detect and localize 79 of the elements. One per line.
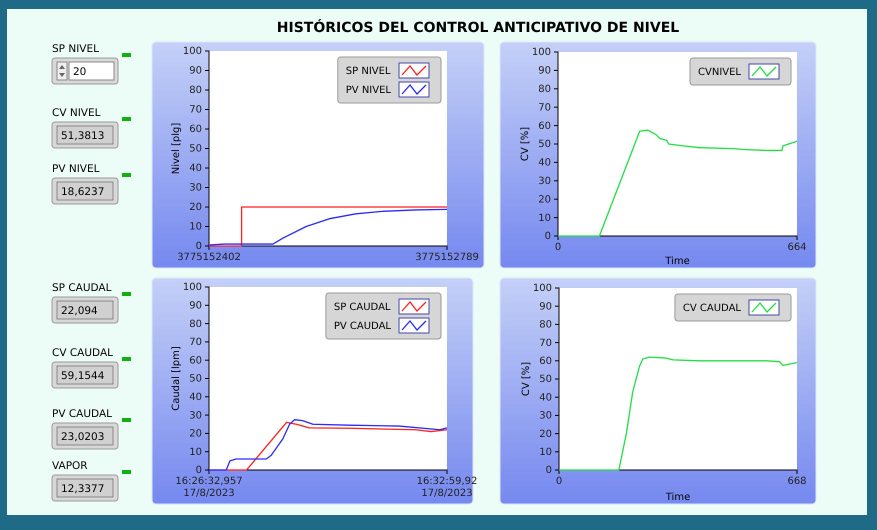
y-tick-label: 90 <box>189 300 202 312</box>
y-tick-label: 100 <box>532 283 552 294</box>
y-tick-label: 20 <box>538 194 551 206</box>
y-tick-label: 50 <box>189 374 202 385</box>
x-tick-label: 0 <box>556 476 562 487</box>
text: 20 <box>73 66 86 78</box>
y-tick-label: 70 <box>538 102 551 114</box>
y-tick-label: 90 <box>539 301 552 312</box>
legend-label: SP CAUDAL <box>334 302 391 313</box>
line-series <box>558 356 798 471</box>
y-tick-label: 90 <box>538 66 551 77</box>
y-axis-title: Caudal [lpm] <box>171 346 182 411</box>
text: 18,6237 <box>61 186 104 198</box>
y-tick-label: 30 <box>538 176 551 187</box>
x-tick-label: 3775152789 <box>415 252 479 263</box>
text: CV NIVEL <box>52 107 101 119</box>
y-tick-label: 20 <box>539 428 552 440</box>
y-tick-label: 50 <box>539 374 552 386</box>
text: 23,0203 <box>61 431 104 443</box>
y-tick-label: 40 <box>189 392 202 403</box>
line-series <box>557 130 798 237</box>
x-tick-label: 16:26:32,957 17/8/2023 <box>175 476 243 499</box>
y-tick-label: 10 <box>538 212 551 224</box>
y-tick-label: 30 <box>189 410 202 422</box>
y-tick-label: 10 <box>539 447 552 458</box>
y-tick-label: 70 <box>189 104 202 116</box>
legend-label: CV CAUDAL <box>682 303 742 314</box>
y-tick-label: 80 <box>538 84 551 95</box>
y-axis-title: CV [%] <box>521 362 532 396</box>
y-tick-label: 60 <box>189 124 202 136</box>
x-axis-title: Time <box>664 492 690 503</box>
text: PV CAUDAL <box>52 408 112 420</box>
y-tick-label: 30 <box>189 182 202 194</box>
y-tick-label: 60 <box>539 356 552 367</box>
text: HISTÓRICOS DEL CONTROL ANTICIPATIVO DE NIVEL <box>276 19 680 36</box>
y-tick-label: 50 <box>189 144 202 155</box>
y-tick-label: 80 <box>539 320 552 331</box>
y-tick-label: 0 <box>544 231 551 242</box>
y-tick-label: 20 <box>189 202 202 214</box>
text: CV CAUDAL <box>52 347 114 359</box>
legend-label: PV NIVEL <box>346 85 392 96</box>
y-tick-label: 50 <box>538 139 551 150</box>
x-tick-label: 3775152402 <box>177 252 241 263</box>
y-tick-label: 40 <box>189 163 202 174</box>
legend-label: PV CAUDAL <box>334 321 392 332</box>
y-tick-label: 10 <box>189 446 202 458</box>
y-tick-label: 70 <box>189 337 202 348</box>
y-tick-label: 80 <box>189 85 202 96</box>
text: 12,3377 <box>61 483 104 495</box>
x-tick-label: 668 <box>787 476 807 487</box>
y-tick-label: 10 <box>189 222 202 233</box>
text: SP NIVEL <box>52 43 100 55</box>
y-tick-label: 0 <box>196 465 202 476</box>
y-tick-label: 100 <box>532 47 551 58</box>
x-tick-label: 16:32:59,92 17/8/2023 <box>416 476 478 499</box>
y-tick-label: 0 <box>546 465 552 476</box>
y-tick-label: 40 <box>538 158 551 169</box>
y-tick-label: 30 <box>539 410 552 422</box>
y-axis-title: CV [%] <box>520 126 531 162</box>
x-tick-label: 664 <box>787 242 807 253</box>
y-tick-label: 20 <box>189 428 202 440</box>
y-tick-label: 80 <box>189 318 202 330</box>
text: 59,1544 <box>61 370 105 382</box>
y-tick-label: 60 <box>189 355 202 366</box>
y-tick-label: 70 <box>539 338 552 349</box>
legend-label: SP NIVEL <box>346 66 391 77</box>
y-tick-label: 90 <box>189 66 202 77</box>
legend-label: CVNIVEL <box>698 67 742 78</box>
text: PV NIVEL <box>52 163 100 175</box>
text: 22,094 <box>61 305 98 317</box>
y-tick-label: 40 <box>539 392 552 404</box>
text: 51,3813 <box>61 130 104 142</box>
y-tick-label: 100 <box>182 46 202 58</box>
y-tick-label: 100 <box>182 282 202 294</box>
text: VAPOR <box>52 460 88 472</box>
y-axis-title: Nivel [plg] <box>171 122 182 174</box>
x-axis-title: Time <box>664 256 690 267</box>
y-tick-label: 60 <box>538 120 551 132</box>
text: SP CAUDAL <box>52 282 112 294</box>
